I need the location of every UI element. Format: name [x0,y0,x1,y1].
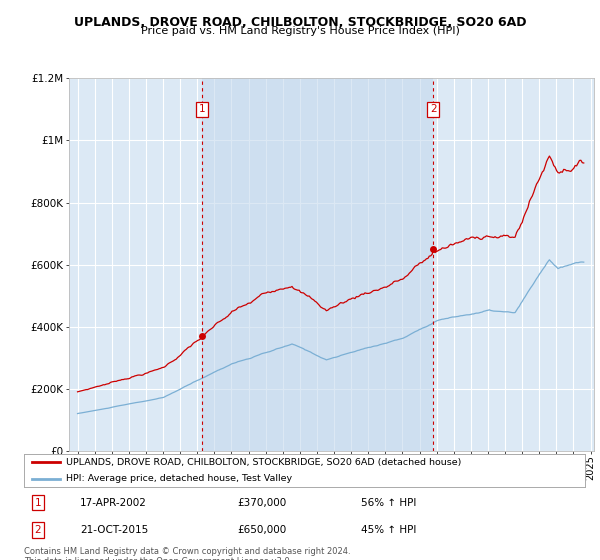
Text: 21-OCT-2015: 21-OCT-2015 [80,525,148,535]
Text: 2: 2 [430,104,437,114]
Text: HPI: Average price, detached house, Test Valley: HPI: Average price, detached house, Test… [66,474,292,483]
Text: 2: 2 [35,525,41,535]
Text: 56% ↑ HPI: 56% ↑ HPI [361,498,416,507]
Text: Contains HM Land Registry data © Crown copyright and database right 2024.
This d: Contains HM Land Registry data © Crown c… [24,547,350,560]
Bar [202,78,433,451]
Text: 45% ↑ HPI: 45% ↑ HPI [361,525,416,535]
Text: 1: 1 [35,498,41,507]
Text: 17-APR-2002: 17-APR-2002 [80,498,147,507]
Text: UPLANDS, DROVE ROAD, CHILBOLTON, STOCKBRIDGE, SO20 6AD (detached house): UPLANDS, DROVE ROAD, CHILBOLTON, STOCKBR… [66,458,461,466]
Text: £370,000: £370,000 [237,498,286,507]
Text: £650,000: £650,000 [237,525,286,535]
Text: 1: 1 [199,104,206,114]
Text: Price paid vs. HM Land Registry's House Price Index (HPI): Price paid vs. HM Land Registry's House … [140,26,460,36]
Text: UPLANDS, DROVE ROAD, CHILBOLTON, STOCKBRIDGE, SO20 6AD: UPLANDS, DROVE ROAD, CHILBOLTON, STOCKBR… [74,16,526,29]
